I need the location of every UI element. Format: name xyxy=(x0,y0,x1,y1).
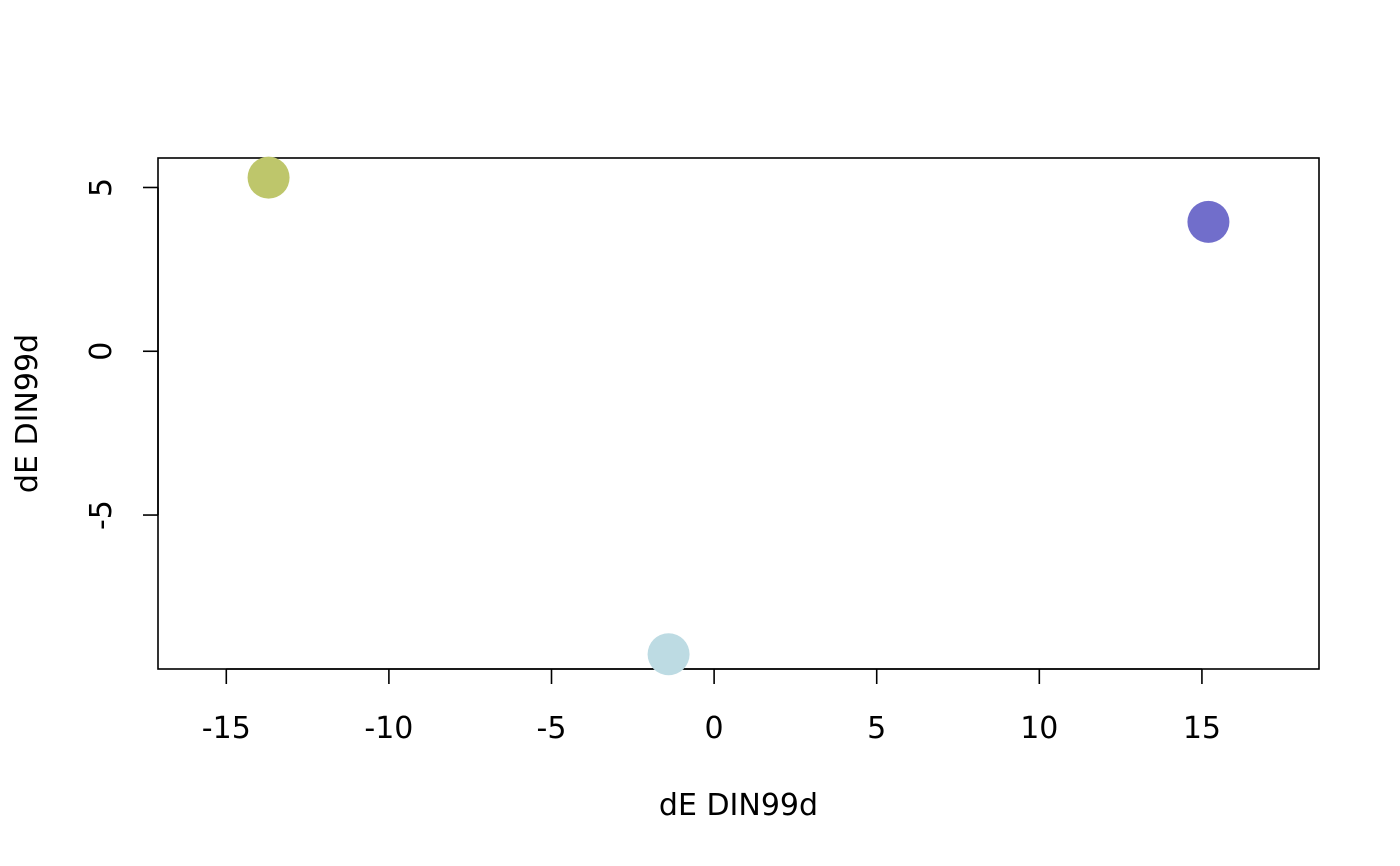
y-tick-label: 5 xyxy=(84,178,119,197)
x-tick-label: 5 xyxy=(867,711,886,746)
data-point xyxy=(247,156,290,199)
x-tick-label: 15 xyxy=(1183,711,1221,746)
y-axis-title: dE DIN99d xyxy=(10,334,45,493)
x-axis: -15 -10 -5 0 5 10 15 xyxy=(202,668,1221,746)
data-point xyxy=(647,633,690,676)
y-axis: -5 0 5 xyxy=(84,178,159,530)
data-point xyxy=(1187,200,1230,243)
y-tick-label: -5 xyxy=(84,500,119,530)
plot-frame xyxy=(157,157,1320,670)
x-tick-label: -5 xyxy=(537,711,567,746)
y-tick-label: 0 xyxy=(84,342,119,361)
x-tick-label: 0 xyxy=(705,711,724,746)
x-tick-label: -15 xyxy=(202,711,251,746)
x-tick-label: -10 xyxy=(364,711,413,746)
points-layer xyxy=(247,156,1230,676)
x-axis-title: dE DIN99d xyxy=(659,788,818,823)
x-tick-label: 10 xyxy=(1020,711,1058,746)
